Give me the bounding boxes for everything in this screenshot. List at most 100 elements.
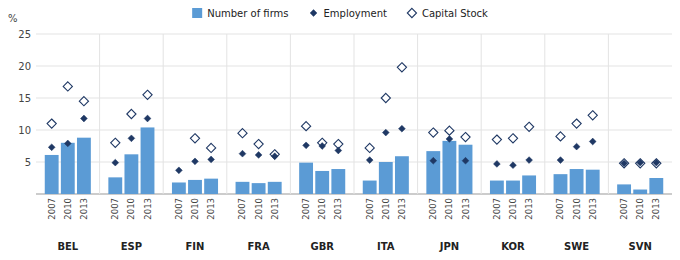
open-diamond-marker	[461, 132, 470, 141]
grid	[36, 34, 672, 194]
legend-item: Employment	[310, 8, 387, 19]
group-label: SVN	[629, 241, 652, 252]
bar	[188, 180, 202, 194]
y-tick-label: 10	[18, 125, 31, 136]
bar	[299, 163, 313, 194]
bar	[204, 179, 218, 194]
x-tick-label: 2007	[428, 198, 438, 220]
bar	[108, 177, 122, 194]
y-tick-label: 15	[18, 93, 31, 104]
diamond-marker	[399, 125, 406, 132]
open-diamond-marker	[190, 134, 199, 143]
legend-label: Capital Stock	[422, 8, 488, 19]
open-diamond-marker	[111, 138, 120, 147]
diamond-marker	[335, 147, 342, 154]
diamond-marker	[557, 157, 564, 164]
bar	[490, 181, 504, 194]
open-diamond-marker	[79, 97, 88, 106]
legend-swatch	[407, 8, 416, 17]
diamond-marker	[382, 129, 389, 136]
x-tick-label: 2010	[63, 198, 73, 220]
bar	[141, 127, 155, 194]
open-diamond-marker	[301, 122, 310, 131]
y-tick-label: 5	[25, 157, 31, 168]
diamond-marker	[621, 160, 628, 167]
legend-label: Employment	[324, 8, 387, 19]
x-tick-label: 2013	[397, 198, 407, 220]
bar	[554, 174, 568, 194]
x-tick-label: 2007	[47, 198, 57, 220]
group-separator	[354, 34, 355, 194]
group-label: SWE	[564, 241, 589, 252]
bar	[45, 155, 59, 194]
open-diamond-marker	[508, 134, 517, 143]
bar	[506, 181, 520, 194]
legend: Number of firms Employment Capital Stock	[192, 8, 488, 19]
legend-item: Number of firms	[192, 8, 288, 19]
x-tick-label: 2007	[555, 198, 565, 220]
x-tick-label: 2010	[190, 198, 200, 220]
group-label: ITA	[377, 241, 395, 252]
diamond-marker	[192, 158, 199, 165]
bar	[61, 143, 75, 194]
x-tick-label: 2010	[508, 198, 518, 220]
bar	[649, 178, 663, 194]
bar	[331, 169, 345, 194]
diamond-marker	[128, 135, 135, 142]
open-diamond-marker	[47, 119, 56, 128]
diamond-marker	[526, 157, 533, 164]
x-tick-label: 2007	[301, 198, 311, 220]
diamond-marker	[271, 153, 278, 160]
diamond-marker	[112, 159, 119, 166]
group-separator	[417, 34, 418, 194]
x-tick-label: 2010	[381, 198, 391, 220]
diamond-marker	[637, 159, 644, 166]
diamond-marker	[319, 143, 326, 150]
diamond-marker	[510, 162, 517, 169]
group-label: JPN	[439, 241, 459, 252]
open-diamond-marker	[365, 143, 374, 152]
open-diamond-marker	[143, 90, 152, 99]
bar	[124, 154, 138, 194]
group-label: ESP	[121, 241, 142, 252]
group-label: BEL	[57, 241, 78, 252]
group-separator	[608, 34, 609, 194]
bar	[459, 145, 473, 194]
diamond-marker	[446, 136, 453, 143]
chart: 5101520252007201020132007201020132007201…	[0, 0, 680, 260]
group-separator	[226, 34, 227, 194]
open-diamond-marker	[254, 139, 263, 148]
group-label: FRA	[247, 241, 270, 252]
bar	[522, 175, 536, 194]
diamond-marker	[81, 115, 88, 122]
bar	[252, 183, 266, 194]
x-tick-label: 2007	[174, 198, 184, 220]
x-tick-label: 2013	[524, 198, 534, 220]
bar	[77, 138, 91, 194]
x-tick-label: 2010	[126, 198, 136, 220]
open-diamond-marker	[556, 132, 565, 141]
bar	[617, 184, 631, 194]
y-tick-label: 20	[18, 61, 31, 72]
diamond-marker	[573, 143, 580, 150]
marks	[45, 63, 663, 194]
legend-item: Capital Stock	[407, 8, 488, 19]
group-label: KOR	[501, 241, 525, 252]
x-tick-label: 2010	[635, 198, 645, 220]
group-label: FIN	[186, 241, 205, 252]
bar	[395, 156, 409, 194]
open-diamond-marker	[588, 111, 597, 120]
open-diamond-marker	[207, 143, 216, 152]
diamond-marker	[255, 152, 262, 159]
diamond-marker	[430, 157, 437, 164]
open-diamond-marker	[63, 82, 72, 91]
open-diamond-marker	[238, 129, 247, 138]
diamond-marker	[48, 144, 55, 151]
x-tick-label: 2013	[143, 198, 153, 220]
x-tick-label: 2013	[588, 198, 598, 220]
diamond-marker	[239, 150, 246, 157]
group-separator	[163, 34, 164, 194]
diamond-marker	[64, 140, 71, 147]
open-diamond-marker	[270, 150, 279, 159]
open-diamond-marker	[572, 119, 581, 128]
